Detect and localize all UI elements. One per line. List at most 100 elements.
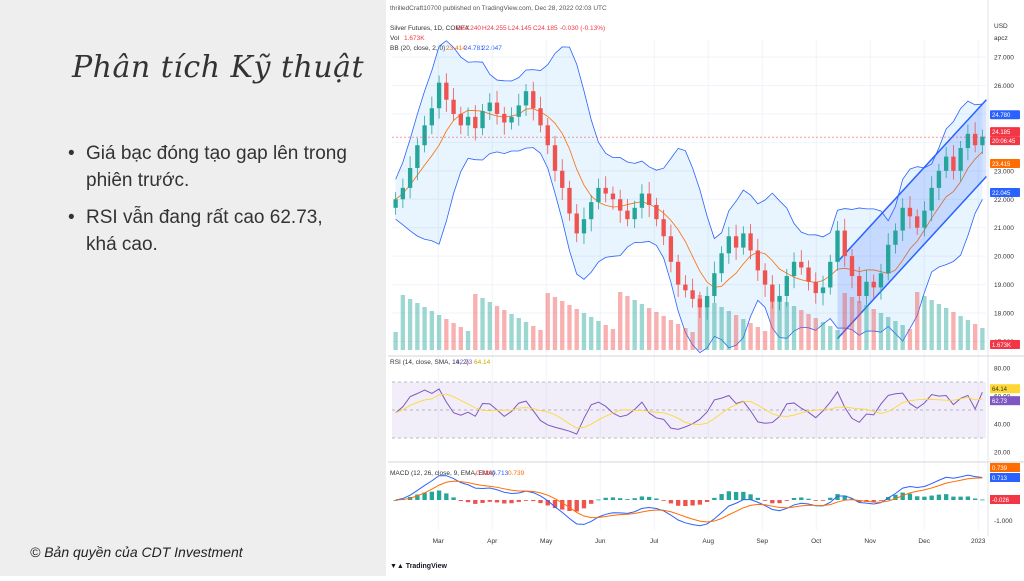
candle-body xyxy=(748,233,753,251)
macd-histogram-bar xyxy=(458,500,463,502)
volume-bar xyxy=(415,303,420,350)
macd-histogram-bar xyxy=(538,500,543,504)
macd-histogram-bar xyxy=(444,493,449,500)
bullet-dot: • xyxy=(68,207,75,228)
macd-histogram-bar xyxy=(777,500,782,504)
macd-histogram-bar xyxy=(828,497,833,500)
volume-bar xyxy=(842,293,847,350)
macd-histogram-bar xyxy=(531,500,536,502)
volume-bar xyxy=(762,331,768,350)
volume-bar xyxy=(886,317,891,350)
volume-bar xyxy=(639,304,645,350)
candle-body xyxy=(429,108,435,126)
volume-bar xyxy=(603,325,608,350)
volume-bar xyxy=(574,309,579,350)
time-axis-label: Aug xyxy=(702,538,714,545)
volume-bar xyxy=(697,295,703,350)
price-badge xyxy=(990,136,1020,146)
macd-histogram-bar xyxy=(958,496,963,500)
candle-body xyxy=(733,236,739,248)
macd-histogram-bar xyxy=(545,500,550,506)
macd-histogram-bar xyxy=(523,500,529,501)
candle-body xyxy=(560,170,565,188)
rsi-badge-text: 62.73 xyxy=(992,399,1008,405)
macd-histogram-bar xyxy=(610,497,616,500)
price-badge-text: 1.673K xyxy=(992,343,1011,349)
macd-histogram-bar xyxy=(502,500,507,504)
price-tick-label: 18.000 xyxy=(994,311,1014,318)
tradingview-chart[interactable]: thrilledCraft10700 published on TradingV… xyxy=(388,0,1024,576)
price-badge-text: 23.415 xyxy=(992,162,1011,168)
candle-body xyxy=(828,261,833,288)
volume-bar xyxy=(907,329,913,350)
macd-hist-value: -0.026 xyxy=(474,470,493,477)
candle-body xyxy=(393,199,398,208)
candle-body xyxy=(545,125,550,146)
candle-body xyxy=(929,187,934,211)
volume-bar xyxy=(791,306,797,350)
time-axis-label: Jul xyxy=(650,538,659,545)
candle-body xyxy=(900,207,905,231)
volume-bar xyxy=(589,317,594,350)
volume-bar xyxy=(943,308,949,350)
macd-histogram-bar xyxy=(639,496,645,500)
candle-body xyxy=(444,82,449,100)
macd-badge xyxy=(990,473,1020,482)
candle-body xyxy=(552,145,558,171)
volume-bar xyxy=(980,328,985,350)
candle-body xyxy=(661,219,666,237)
volume-bar xyxy=(545,293,550,350)
price-badge-text: 22.045 xyxy=(992,191,1011,197)
candle-body xyxy=(451,99,456,114)
macd-line xyxy=(395,474,983,527)
bullet-list: • Giá bạc đóng tạo gap lên trong phiên tr… xyxy=(68,140,358,268)
macd-histogram-bar xyxy=(835,494,840,500)
ohlc-high: H24.255 xyxy=(482,25,507,32)
bullet-item-rsi: • RSI vẫn đang rất cao 62.73, khá cao. xyxy=(68,204,358,258)
candle-body xyxy=(893,230,898,245)
macd-histogram-bar xyxy=(589,500,594,504)
volume-bar xyxy=(849,297,855,350)
ohlc-low: L24.145 xyxy=(508,25,532,32)
macd-value: 0.713 xyxy=(492,470,509,477)
price-badge xyxy=(990,127,1020,137)
macd-histogram-bar xyxy=(415,494,420,500)
macd-signal-line xyxy=(395,477,983,523)
macd-histogram-bar xyxy=(915,496,920,500)
volume-bar xyxy=(502,310,507,350)
ohlc-change: -0.030 (-0.13%) xyxy=(560,25,605,32)
volume-bar xyxy=(951,312,956,350)
macd-histogram-bar xyxy=(603,497,608,500)
candle-body xyxy=(835,230,840,262)
candle-body xyxy=(473,116,478,129)
price-tick-label: 26.000 xyxy=(994,83,1014,90)
volume-bar xyxy=(726,311,732,350)
price-badge xyxy=(990,340,1020,349)
volume-bar xyxy=(523,322,529,350)
candle-body xyxy=(842,230,847,257)
volume-bar xyxy=(690,332,695,350)
candle-body xyxy=(712,273,717,296)
time-axis-label: 2023 xyxy=(971,538,986,545)
rsi-line xyxy=(395,388,983,435)
macd-histogram-bar xyxy=(951,496,956,500)
macd-histogram-bar xyxy=(690,500,695,506)
price-tick-label: 19.000 xyxy=(994,282,1014,289)
candle-body xyxy=(639,193,645,208)
price-badge-text: 24.185 xyxy=(992,130,1011,136)
bullet-text-rsi: RSI vẫn đang rất cao 62.73, khá cao. xyxy=(86,207,323,255)
macd-histogram-bar xyxy=(516,500,521,502)
macd-histogram-bar xyxy=(704,500,710,502)
volume-bar xyxy=(509,314,514,350)
chart-svg[interactable]: thrilledCraft10700 published on TradingV… xyxy=(388,0,1024,576)
candle-body xyxy=(436,82,442,109)
candle-body xyxy=(762,270,768,285)
candle-body xyxy=(936,170,942,188)
volume-bar xyxy=(777,298,782,350)
candle-body xyxy=(596,187,601,203)
macd-histogram-bar xyxy=(806,498,811,500)
macd-histogram-bar xyxy=(965,496,971,500)
candle-body xyxy=(407,167,413,188)
macd-histogram-bar xyxy=(429,491,435,500)
candle-body xyxy=(777,295,782,302)
